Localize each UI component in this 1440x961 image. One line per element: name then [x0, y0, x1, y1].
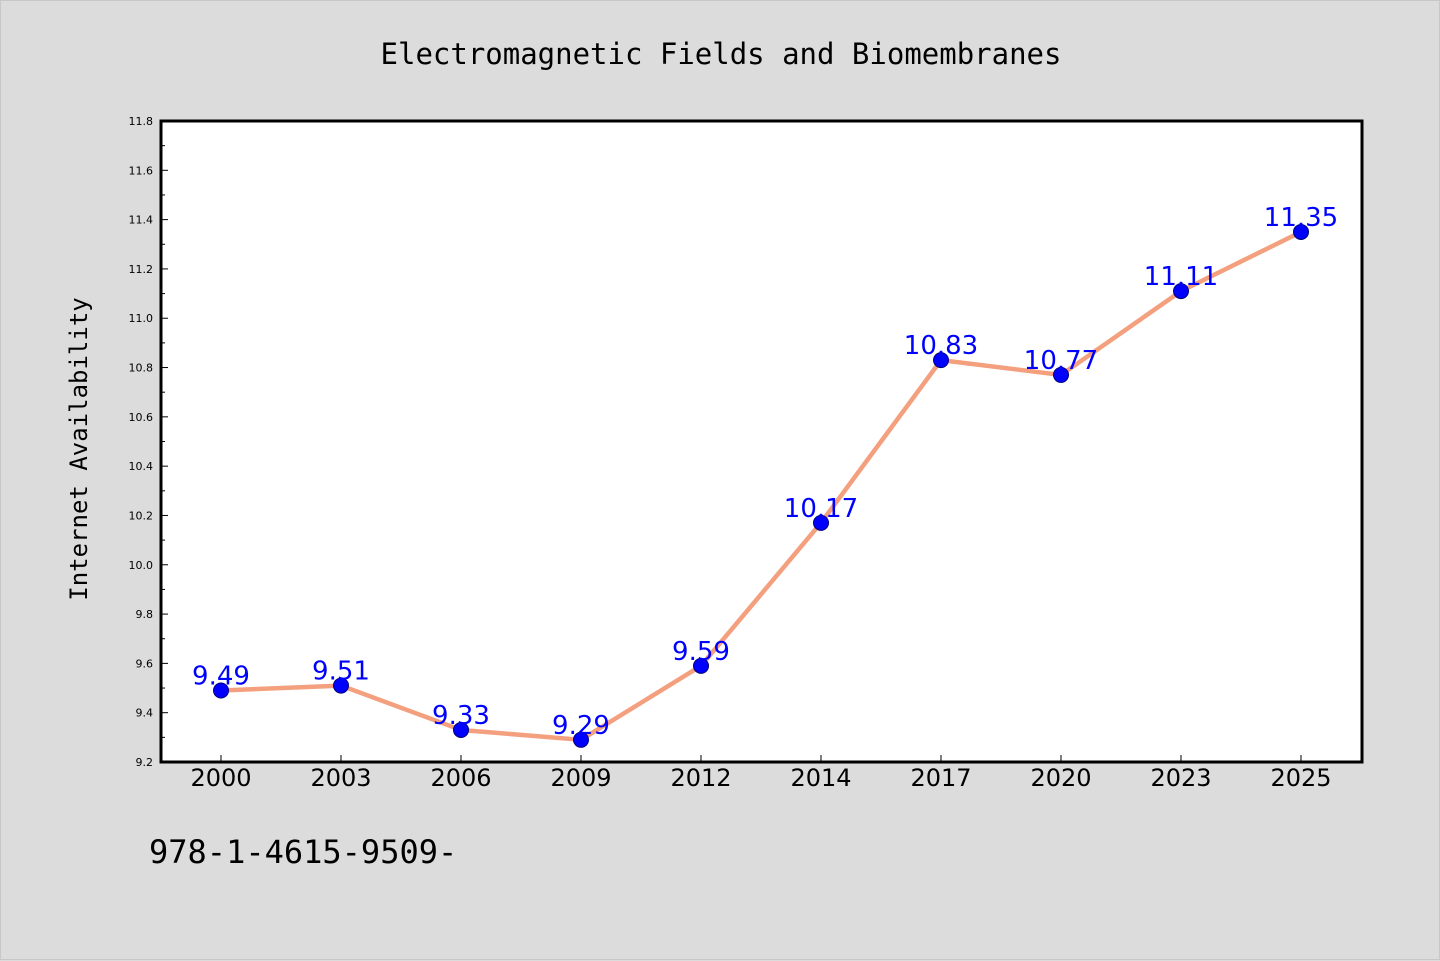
- y-tick-label: 11.0: [129, 312, 154, 325]
- y-tick-label: 11.4: [129, 214, 154, 227]
- data-label: 10.77: [1024, 346, 1098, 376]
- data-label: 9.29: [552, 711, 610, 741]
- data-label: 10.83: [904, 331, 978, 361]
- y-tick-label: 10.0: [129, 559, 154, 572]
- x-tick-label: 2000: [190, 764, 251, 792]
- y-axis-ticks: 9.2 9.4 9.6 9.8 10.0 10.2 10.4 10.6 10.8 11.0 11.2…: [129, 115, 168, 769]
- y-tick-label: 11.2: [129, 263, 154, 276]
- x-tick-label: 2023: [1150, 764, 1211, 792]
- data-label: 9.59: [672, 637, 730, 667]
- y-axis-label: Internet Availability: [65, 297, 93, 600]
- data-point: [453, 721, 469, 738]
- series-line-group: [213, 223, 1309, 748]
- y-tick-label: 10.8: [129, 362, 154, 375]
- y-tick-label: 9.2: [136, 756, 154, 769]
- x-tick-label: 2012: [670, 764, 731, 792]
- data-label: 9.33: [432, 701, 490, 731]
- data-label: 9.51: [312, 657, 370, 687]
- data-label: 11.35: [1264, 203, 1338, 233]
- y-tick-label: 9.8: [136, 608, 154, 621]
- y-tick-label: 11.8: [129, 115, 154, 128]
- y-tick-label: 11.6: [129, 164, 154, 177]
- data-point: [573, 731, 589, 748]
- x-tick-label: 2020: [1030, 764, 1091, 792]
- x-axis-ticks: 2000 2003 2006 2009 2012 2014 2017 2020 2023 2025: [190, 755, 1332, 792]
- y-tick-label: 9.4: [136, 707, 154, 720]
- data-label: 10.17: [784, 494, 858, 524]
- x-tick-label: 2017: [910, 764, 971, 792]
- data-point: [213, 682, 229, 699]
- data-point: [333, 677, 349, 694]
- data-label: 9.49: [192, 662, 250, 692]
- y-tick-label: 10.4: [129, 460, 154, 473]
- data-label: 11.11: [1144, 262, 1218, 292]
- x-tick-label: 2003: [310, 764, 371, 792]
- data-point: [813, 514, 829, 531]
- series-line: [218, 229, 1304, 743]
- x-tick-label: 2009: [550, 764, 611, 792]
- x-tick-label: 2025: [1270, 764, 1331, 792]
- data-point: [1293, 223, 1309, 240]
- y-tick-label: 10.2: [129, 509, 154, 522]
- x-tick-label: 2006: [430, 764, 491, 792]
- data-point: [933, 352, 949, 369]
- chart-title: Electromagnetic Fields and Biomembranes: [381, 37, 1062, 71]
- data-point: [1173, 283, 1189, 300]
- data-labels-group: 9.49 9.51 9.33 9.29 9.59 10.17 10.83 10.77 11.11…: [192, 203, 1338, 741]
- plot-area: [159, 119, 1364, 764]
- data-point: [1053, 366, 1069, 383]
- data-point: [693, 657, 709, 674]
- x-tick-label: 2014: [790, 764, 851, 792]
- y-tick-label: 9.6: [136, 657, 154, 670]
- y-tick-label: 10.6: [129, 411, 154, 424]
- footer-code: 978-1-4615-9509-: [149, 833, 458, 871]
